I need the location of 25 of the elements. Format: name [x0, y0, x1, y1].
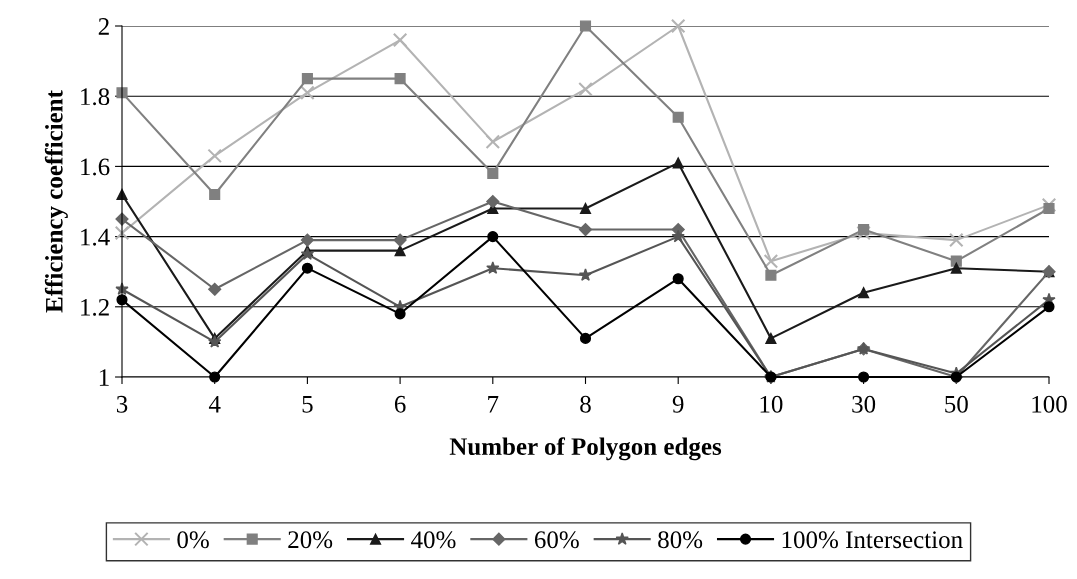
legend-label: 40%	[411, 531, 456, 549]
x-tick-label: 5	[302, 396, 313, 413]
x-tick-label: 50	[945, 395, 968, 413]
x-tick-label: 30	[852, 395, 876, 413]
x-axis-title: Number of Polygon edges	[449, 437, 722, 461]
x-tick-label: 9	[672, 395, 684, 413]
legend-label: 20%	[288, 531, 333, 549]
x-tick-label: 4	[208, 395, 221, 413]
x-tick-label: 10	[760, 395, 783, 413]
x-tick-label: 6	[394, 395, 406, 413]
x-tick-label: 3	[116, 395, 128, 413]
y-tick-label: 1.6	[81, 158, 110, 176]
x-tick-label: 8	[580, 395, 591, 413]
y-tick-label: 1.2	[81, 298, 109, 316]
x-tick-label: 7	[488, 396, 499, 413]
y-tick-label: 1	[99, 369, 109, 386]
legend-label: 80%	[658, 531, 703, 549]
y-axis-title: Efficiency coefficient	[44, 90, 68, 313]
x-tick-label: 100	[1032, 395, 1067, 413]
y-tick-label: 1.4	[81, 228, 110, 246]
legend-label: 60%	[534, 531, 579, 549]
legend-label: 100% Intersection	[782, 531, 963, 549]
y-tick-label: 2	[98, 18, 109, 35]
y-tick-label: 1.8	[81, 88, 110, 106]
legend-label: 0%	[177, 531, 209, 549]
